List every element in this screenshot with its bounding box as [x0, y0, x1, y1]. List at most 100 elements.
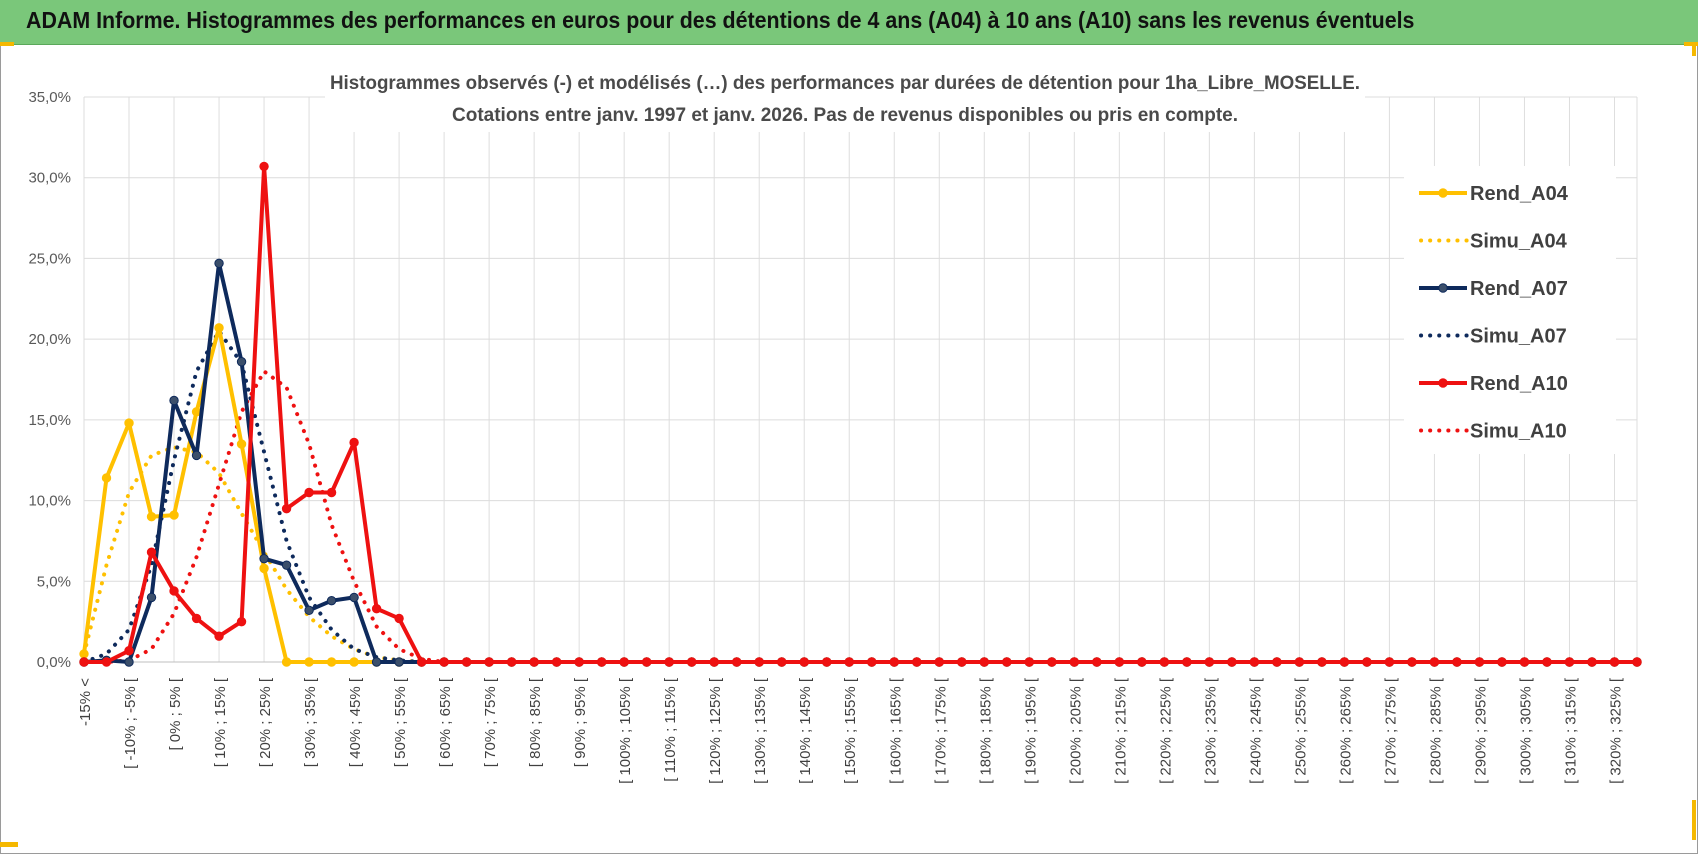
y-tick-label: 0,0%	[37, 654, 71, 671]
data-point	[326, 595, 337, 606]
data-point	[416, 657, 427, 667]
data-point	[664, 657, 674, 667]
x-tick-label: [ 20% ; 25% [	[257, 677, 274, 767]
corner-mark-bottom-left	[0, 842, 18, 847]
data-point	[1497, 657, 1507, 667]
data-point	[124, 646, 134, 656]
series-layer	[79, 161, 1642, 667]
y-tick-label: 10,0%	[28, 493, 71, 510]
x-tick-label: [ 180% ; 185% [	[977, 677, 994, 784]
x-tick-label: [ 70% ; 75% [	[482, 677, 499, 767]
data-point	[1452, 657, 1462, 667]
data-point	[1474, 657, 1485, 667]
legend-label: Simu_A10	[1470, 421, 1567, 443]
data-point	[146, 592, 157, 603]
data-point	[957, 657, 967, 667]
x-tick-label: [ 0% ; 5% [	[167, 677, 184, 750]
x-tick-label: [ 120% ; 125% [	[707, 677, 724, 784]
x-tick-label: [ 280% ; 285% [	[1427, 677, 1444, 784]
x-tick-label: [ 250% ; 255% [	[1292, 677, 1309, 784]
data-point	[822, 657, 832, 667]
legend-label: Simu_A04	[1470, 231, 1568, 253]
data-point	[1407, 657, 1417, 667]
data-point	[1047, 657, 1057, 667]
y-tick-label: 35,0%	[28, 89, 71, 106]
x-tick-label: [ 150% ; 155% [	[842, 677, 859, 784]
data-point	[1204, 657, 1215, 667]
data-point	[349, 657, 359, 667]
data-point	[304, 605, 314, 616]
x-tick-label: [ 200% ; 205% [	[1067, 677, 1084, 784]
data-point	[1632, 657, 1642, 667]
page-title: ADAM Informe. Histogrammes des performan…	[26, 7, 1415, 33]
data-point	[484, 657, 494, 667]
data-point	[101, 657, 112, 667]
legend-item: Simu_A07	[1419, 326, 1567, 348]
series-simu-a10	[82, 369, 1639, 664]
x-tick-label: [ 50% ; 55% [	[392, 677, 409, 767]
data-point	[124, 418, 134, 428]
x-tick-label: [ 210% ; 215% [	[1112, 677, 1129, 784]
data-point	[1294, 657, 1305, 667]
x-tick-label: [ 40% ; 45% [	[347, 677, 364, 767]
data-point	[191, 613, 202, 624]
data-point	[1114, 657, 1125, 667]
header-banner: ADAM Informe. Histogrammes des performan…	[0, 0, 1698, 45]
data-point	[1002, 657, 1012, 667]
data-point	[236, 357, 247, 367]
legend-label: Simu_A07	[1470, 326, 1567, 348]
data-point	[732, 657, 742, 667]
x-tick-label: [ 320% ; 325% [	[1607, 677, 1624, 784]
data-point	[934, 657, 944, 667]
x-tick-label: [ 90% ; 95% [	[572, 677, 589, 767]
y-tick-label: 25,0%	[28, 250, 71, 267]
data-point	[1249, 657, 1260, 667]
data-point	[574, 657, 584, 667]
data-point	[506, 657, 517, 667]
data-point	[146, 512, 157, 522]
data-point	[214, 323, 224, 333]
legend-item: Rend_A07	[1419, 278, 1568, 300]
data-point	[889, 657, 899, 667]
y-tick-label: 5,0%	[37, 573, 71, 590]
data-point	[596, 657, 607, 667]
data-point	[281, 503, 292, 514]
data-point	[1339, 657, 1350, 667]
x-tick-label: [ 230% ; 235% [	[1202, 677, 1219, 784]
legend-marker	[1438, 283, 1448, 293]
data-point	[304, 487, 314, 498]
x-tick-label: -15% <	[77, 678, 94, 726]
data-point	[799, 657, 809, 667]
data-point	[1542, 657, 1552, 667]
data-point	[1024, 657, 1035, 667]
data-point	[1159, 657, 1170, 667]
data-point	[394, 613, 404, 624]
x-tick-label: [ 290% ; 295% [	[1472, 677, 1489, 784]
data-point	[259, 553, 269, 564]
data-point	[979, 657, 989, 667]
series-line	[82, 445, 1639, 664]
y-tick-label: 20,0%	[28, 331, 71, 348]
data-point	[1564, 657, 1575, 667]
x-tick-label: [ 100% ; 105% [	[617, 677, 634, 784]
data-point	[146, 547, 157, 557]
data-point	[1069, 657, 1080, 667]
data-point	[169, 510, 179, 520]
x-axis: -15% < [ -10% ; -5% [[ 0% ; 5% [[ 10% ; 1…	[77, 677, 1624, 784]
series-line	[84, 164, 1637, 664]
data-point	[349, 592, 359, 603]
series-line	[82, 369, 1639, 664]
data-point	[169, 395, 179, 406]
data-point	[529, 657, 539, 667]
chart-title-line-1: Histogrammes observés (-) et modélisés (…	[330, 73, 1360, 94]
corner-mark-top-right-v	[1692, 44, 1696, 56]
data-point	[79, 649, 89, 659]
legend-label: Rend_A10	[1470, 373, 1568, 395]
legend-label: Rend_A07	[1470, 278, 1568, 300]
data-point	[844, 657, 854, 667]
data-point	[1384, 657, 1395, 667]
x-tick-label: [ 130% ; 135% [	[752, 677, 769, 784]
x-tick-label: [ 190% ; 195% [	[1022, 677, 1039, 784]
x-tick-label: [ 140% ; 145% [	[797, 677, 814, 784]
series-simu-a04	[82, 445, 1639, 664]
